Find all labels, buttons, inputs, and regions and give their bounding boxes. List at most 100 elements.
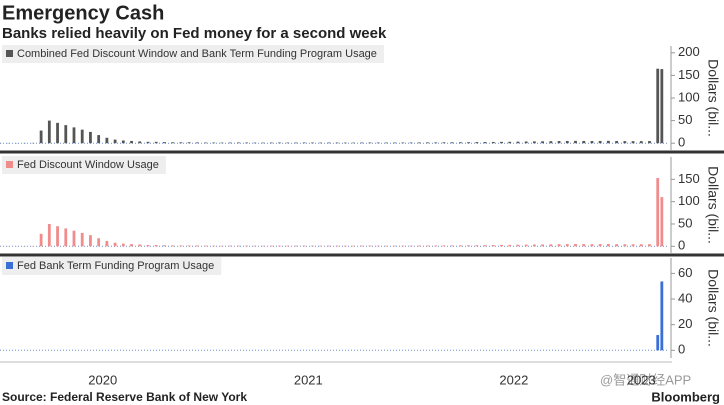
bar — [656, 178, 660, 247]
bar — [327, 142, 331, 144]
bar — [163, 245, 166, 247]
bar — [130, 244, 133, 247]
source: Source: Federal Reserve Bank of New York — [2, 390, 247, 404]
y-tick-label: 0 — [678, 238, 685, 253]
bar — [598, 140, 602, 144]
bar — [47, 223, 51, 247]
bar — [89, 235, 92, 247]
bar — [500, 141, 503, 144]
legend-background — [2, 45, 384, 63]
bar — [72, 127, 76, 144]
bar — [294, 245, 298, 247]
bar — [335, 245, 339, 247]
bar — [269, 245, 273, 247]
watermark: @智通财经APP — [600, 372, 691, 387]
bar — [491, 141, 495, 144]
bar — [278, 142, 281, 144]
bar — [179, 142, 183, 144]
bar — [47, 120, 51, 144]
bar — [220, 142, 224, 144]
bar — [606, 243, 610, 247]
bar — [138, 141, 142, 144]
bar — [533, 141, 536, 144]
bar — [253, 142, 257, 144]
bar — [97, 135, 101, 144]
bar — [138, 244, 142, 247]
bar — [385, 142, 388, 144]
bar — [360, 142, 364, 144]
bar — [368, 142, 372, 144]
bar — [524, 141, 528, 144]
legend-swatch — [6, 50, 13, 57]
bar — [442, 142, 446, 144]
bar — [327, 245, 331, 247]
bar — [343, 142, 347, 144]
y-tick-label: 20 — [678, 316, 692, 331]
bar — [187, 245, 191, 247]
bar — [656, 335, 660, 351]
y-tick-label: 100 — [678, 193, 700, 208]
bar — [648, 244, 651, 247]
y-tick-label: 40 — [678, 290, 692, 305]
legend-label: Fed Discount Window Usage — [17, 159, 159, 171]
bar — [516, 141, 520, 144]
bar — [434, 142, 438, 144]
bar — [302, 142, 306, 144]
bar — [286, 142, 290, 144]
bar — [450, 142, 454, 144]
bar — [606, 140, 610, 144]
bar — [533, 244, 536, 247]
bar — [352, 142, 355, 144]
bar — [549, 141, 553, 144]
bar — [582, 244, 586, 247]
bar — [319, 245, 323, 247]
bar — [121, 140, 125, 144]
bar — [541, 244, 545, 247]
y-tick-label: 150 — [678, 171, 700, 186]
bar — [660, 197, 664, 247]
bar — [154, 244, 158, 247]
legend-background — [2, 257, 222, 275]
bar — [491, 245, 495, 247]
bar — [80, 129, 84, 144]
bar — [64, 125, 68, 144]
chart-subtitle: Banks relied heavily on Fed money for a … — [2, 25, 387, 42]
bar — [212, 245, 216, 247]
bar — [631, 141, 635, 144]
bar — [393, 245, 397, 247]
bar — [39, 233, 43, 247]
y-tick-label: 150 — [678, 67, 700, 82]
bar — [146, 141, 150, 144]
bar — [80, 232, 84, 247]
bar — [261, 245, 265, 247]
y-tick-label: 100 — [678, 89, 700, 104]
bar — [237, 245, 240, 247]
bar — [615, 244, 619, 247]
legend-label: Fed Bank Term Funding Program Usage — [17, 260, 214, 272]
bar — [286, 245, 290, 247]
bar — [269, 142, 273, 144]
bar — [245, 245, 249, 247]
bar — [598, 244, 602, 247]
bar — [130, 140, 133, 144]
bar — [154, 141, 158, 144]
bar — [660, 281, 664, 351]
legend-label: Combined Fed Discount Window and Bank Te… — [17, 48, 377, 60]
bar — [467, 245, 471, 247]
y-tick-label: 50 — [678, 112, 692, 127]
bar — [294, 142, 298, 144]
bar — [376, 245, 380, 247]
bar — [113, 242, 117, 247]
bar — [335, 142, 339, 144]
bar — [434, 245, 438, 247]
bar — [195, 245, 199, 247]
bar — [648, 141, 651, 144]
bar — [467, 142, 471, 144]
x-tick-label: 2022 — [499, 372, 528, 387]
bar — [426, 245, 429, 247]
bar — [105, 137, 109, 144]
bar — [623, 244, 627, 247]
bar — [516, 244, 520, 247]
y-tick-label: 0 — [678, 342, 685, 357]
